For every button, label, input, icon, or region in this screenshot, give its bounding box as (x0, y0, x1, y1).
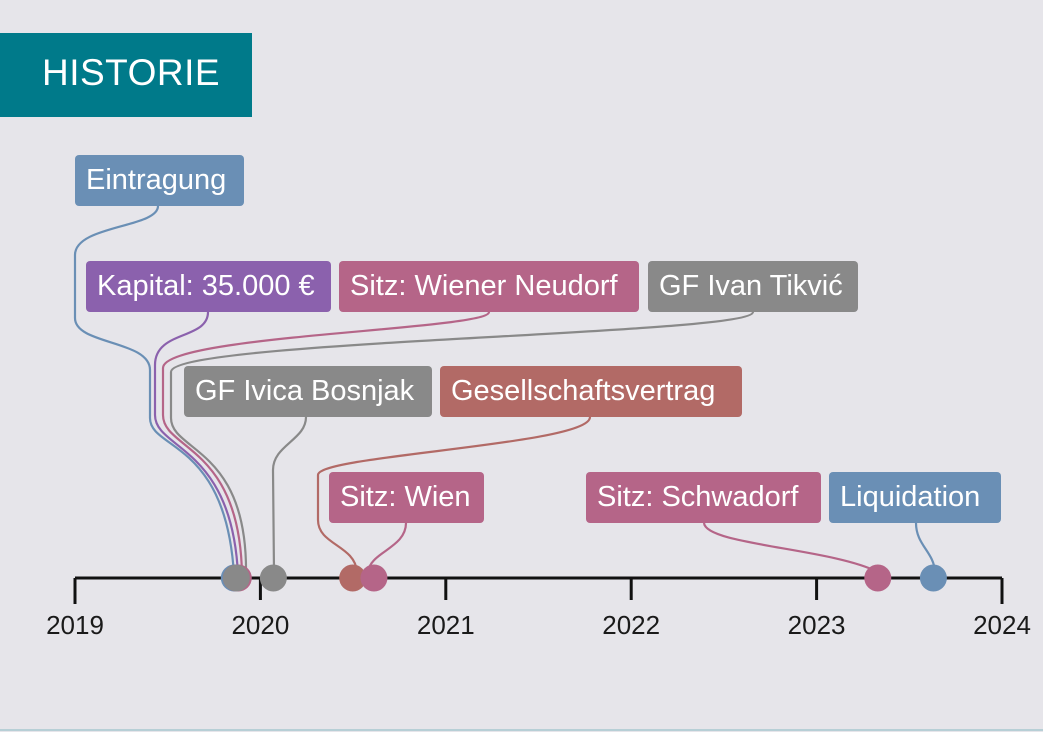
connector-line (316, 416, 592, 573)
connector-line (161, 310, 491, 576)
event-marker (222, 564, 250, 592)
year-label: 2022 (602, 610, 661, 640)
year-label: 2021 (416, 610, 475, 640)
connector-line (271, 416, 308, 573)
event-label: Liquidation (829, 472, 1001, 523)
bottom-rule (0, 729, 1043, 731)
connector-line (169, 310, 755, 576)
connector-lines (73, 205, 937, 576)
event-label: Sitz: Schwadorf (586, 472, 821, 523)
page-title: HISTORIE (42, 52, 221, 93)
event-label: GF Ivica Bosnjak (184, 366, 432, 417)
year-label: 2023 (787, 610, 846, 640)
event-marker (919, 564, 947, 592)
connector-line (153, 311, 240, 576)
event-label: Eintragung (75, 155, 244, 206)
event-marker (259, 564, 287, 592)
event-label: Kapital: 35.000 € (86, 261, 331, 312)
year-label: 2019 (46, 610, 104, 640)
event-markers (220, 564, 947, 592)
timeline-axis (73, 576, 1004, 604)
year-label: 2024 (973, 610, 1031, 640)
event-marker (360, 564, 388, 592)
connector-line (73, 205, 236, 576)
event-label: Gesellschaftsvertrag (440, 366, 742, 417)
year-label: 2020 (231, 610, 290, 640)
event-label: Sitz: Wiener Neudorf (339, 261, 639, 312)
event-marker (339, 564, 367, 592)
event-label: GF Ivan Tikvić (648, 261, 858, 312)
connector-line (702, 522, 879, 573)
header-band (0, 33, 252, 117)
event-marker (864, 564, 892, 592)
event-label: Sitz: Wien (329, 472, 484, 523)
